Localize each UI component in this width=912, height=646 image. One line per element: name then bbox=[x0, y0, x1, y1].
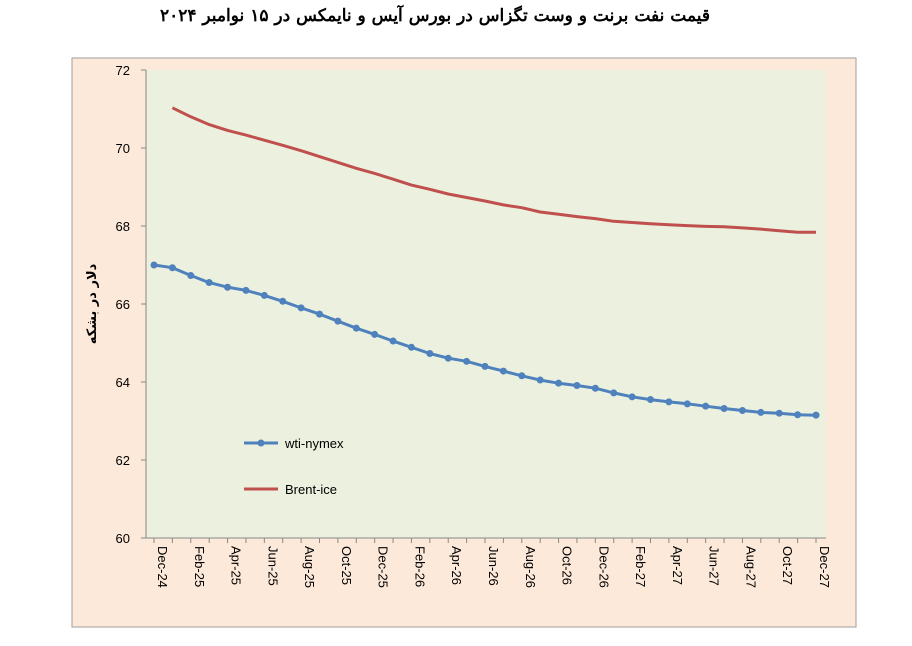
data-point bbox=[481, 362, 489, 370]
y-axis-label: دلار در بشکه bbox=[85, 263, 100, 344]
series-wti-nymex bbox=[150, 261, 820, 419]
data-point bbox=[555, 379, 563, 387]
x-tick-label: Feb-26 bbox=[412, 546, 427, 587]
data-point bbox=[738, 406, 746, 414]
y-tick-label: 62 bbox=[116, 453, 130, 468]
x-tick-label: Oct-25 bbox=[339, 546, 354, 585]
y-tick-label: 64 bbox=[116, 375, 130, 390]
data-point bbox=[260, 291, 268, 299]
data-point bbox=[794, 411, 802, 419]
data-point bbox=[168, 264, 176, 272]
data-point bbox=[463, 357, 471, 365]
x-tick-label: Apr-27 bbox=[670, 546, 685, 585]
x-tick-label: Jun-25 bbox=[265, 546, 280, 586]
y-axis-ticks: 60 62 64 66 68 70 72 bbox=[116, 63, 146, 546]
y-tick-label: 72 bbox=[116, 63, 130, 78]
series-brent-ice bbox=[171, 106, 816, 234]
data-point bbox=[683, 400, 691, 408]
data-point bbox=[647, 396, 654, 404]
plot-area bbox=[146, 70, 826, 538]
data-point bbox=[242, 286, 250, 294]
data-point bbox=[205, 279, 213, 287]
data-point bbox=[536, 376, 544, 384]
data-point bbox=[775, 409, 783, 417]
y-tick-label: 68 bbox=[116, 219, 130, 234]
data-point bbox=[812, 411, 820, 419]
legend-item: Brent-ice bbox=[244, 482, 337, 497]
data-point bbox=[757, 408, 765, 416]
legend: wti-nymex Brent-ice bbox=[244, 436, 344, 497]
data-point bbox=[665, 398, 673, 406]
x-axis-ticks: Dec-24 Feb-25 Apr-25 Jun-25 Aug-25 Oct-25 Dec-… bbox=[153, 538, 832, 588]
x-tick-label: Dec-24 bbox=[155, 546, 170, 588]
x-tick-label: Dec-26 bbox=[596, 546, 611, 588]
data-point bbox=[591, 384, 599, 392]
data-point bbox=[297, 304, 305, 312]
legend-label: wti-nymex bbox=[284, 436, 344, 451]
data-point bbox=[444, 354, 452, 362]
data-point bbox=[316, 310, 323, 318]
data-point bbox=[702, 402, 710, 410]
x-tick-label: Apr-26 bbox=[449, 546, 464, 585]
y-tick-label: 66 bbox=[116, 297, 130, 312]
data-point bbox=[224, 283, 232, 291]
x-tick-label: Dec-25 bbox=[376, 546, 391, 588]
data-point bbox=[279, 297, 287, 305]
data-point bbox=[499, 367, 507, 375]
data-point bbox=[518, 372, 526, 380]
data-point bbox=[426, 350, 434, 358]
data-point bbox=[187, 272, 195, 280]
x-tick-label: Aug-25 bbox=[302, 546, 317, 588]
legend-item: wti-nymex bbox=[244, 436, 344, 451]
legend-label: Brent-ice bbox=[285, 482, 337, 497]
data-point bbox=[573, 382, 581, 390]
x-tick-label: Aug-26 bbox=[523, 546, 538, 588]
x-tick-label: Aug-27 bbox=[743, 546, 758, 588]
data-point bbox=[371, 330, 379, 338]
data-point bbox=[150, 261, 158, 269]
data-point bbox=[389, 337, 397, 345]
data-point bbox=[720, 405, 728, 413]
x-tick-label: Feb-25 bbox=[192, 546, 207, 587]
data-point bbox=[352, 324, 360, 332]
x-tick-label: Jun-27 bbox=[707, 546, 722, 586]
data-point bbox=[628, 393, 636, 401]
y-tick-label: 60 bbox=[116, 531, 130, 546]
x-tick-label: Apr-25 bbox=[229, 546, 244, 585]
x-tick-label: Jun-26 bbox=[486, 546, 501, 586]
legend-marker bbox=[257, 439, 265, 447]
data-point bbox=[610, 389, 618, 397]
data-point bbox=[334, 317, 342, 325]
x-tick-label: Oct-26 bbox=[560, 546, 575, 585]
x-tick-label: Feb-27 bbox=[633, 546, 648, 587]
series-line bbox=[171, 106, 816, 234]
data-point bbox=[407, 343, 415, 351]
y-tick-label: 70 bbox=[116, 141, 130, 156]
series-layer bbox=[150, 106, 820, 419]
x-tick-label: Dec-27 bbox=[817, 546, 832, 588]
x-tick-label: Oct-27 bbox=[780, 546, 795, 585]
chart-title: قیمت نفت برنت و وست تگزاس در بورس آیس و … bbox=[159, 6, 711, 26]
